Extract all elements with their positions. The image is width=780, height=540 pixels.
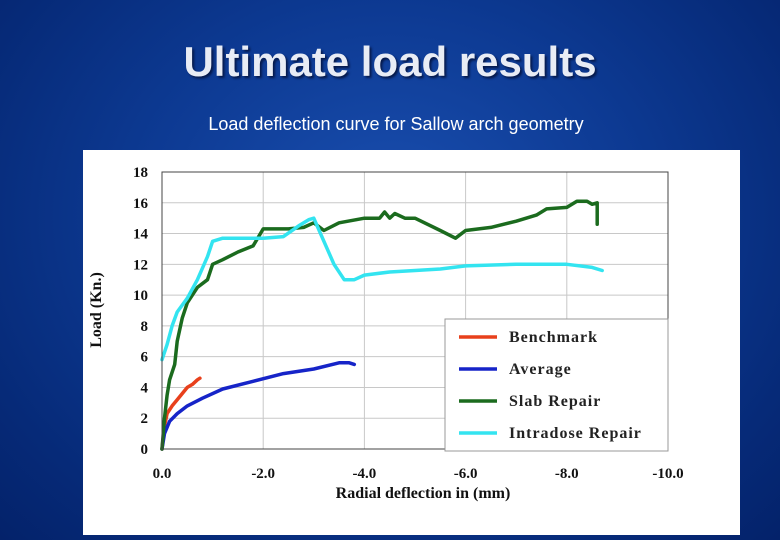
y-tick-label: 2 (141, 411, 149, 427)
slide-title: Ultimate load results (183, 38, 597, 85)
y-tick-label: 0 (141, 442, 149, 458)
series-layer (160, 199, 604, 451)
x-tick-label: -4.0 (353, 466, 377, 482)
y-tick-label: 18 (133, 165, 148, 181)
x-tick-label: 0.0 (153, 466, 172, 482)
y-tick-label: 12 (133, 257, 148, 273)
chart-panel: 0 2 4 6 8 10 12 14 16 18 0.0 -2.0 -4.0 -6.0 -8.0 -10.0 … (83, 150, 740, 535)
y-tick-label: 10 (133, 288, 148, 304)
x-tick-label: -10.0 (652, 466, 683, 482)
y-tick-label: 16 (133, 196, 149, 212)
x-axis-title: Radial deflection in (mm) (336, 485, 511, 502)
y-tick-label: 4 (141, 380, 149, 396)
x-tick-label: -8.0 (555, 466, 579, 482)
legend-items: Benchmark Average Slab Repair Intradose Rep… (459, 329, 642, 442)
tick-layer: 0 2 4 6 8 10 12 14 16 18 0.0 -2.0 -4.0 -6.0 -8.0 -10.0 (133, 165, 684, 482)
legend-label-intradose-repair: Intradose Repair (509, 425, 642, 442)
series-line-intradose-repair (160, 216, 604, 362)
y-tick-label: 8 (141, 319, 149, 335)
x-tick-label: -2.0 (251, 466, 275, 482)
series-line-average (160, 361, 357, 451)
legend-label-slab-repair: Slab Repair (509, 393, 601, 410)
y-axis-title: Load (Kn.) (88, 272, 105, 348)
legend-label-average: Average (509, 361, 572, 378)
plot-border (161, 171, 669, 450)
legend: Benchmark Average Slab Repair Intradose Rep… (444, 318, 669, 452)
legend-label-benchmark: Benchmark (509, 329, 598, 346)
y-tick-label: 6 (141, 350, 149, 366)
y-tick-label: 14 (133, 227, 149, 243)
chart-subtitle: Load deflection curve for Sallow arch ge… (208, 114, 584, 134)
series-line-slab-repair (160, 199, 599, 451)
x-tick-label: -6.0 (454, 466, 478, 482)
legend-box (444, 318, 669, 452)
